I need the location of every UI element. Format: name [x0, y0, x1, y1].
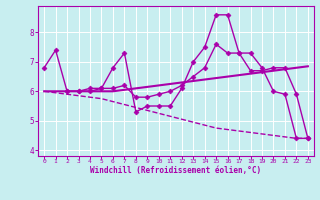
X-axis label: Windchill (Refroidissement éolien,°C): Windchill (Refroidissement éolien,°C)	[91, 166, 261, 175]
